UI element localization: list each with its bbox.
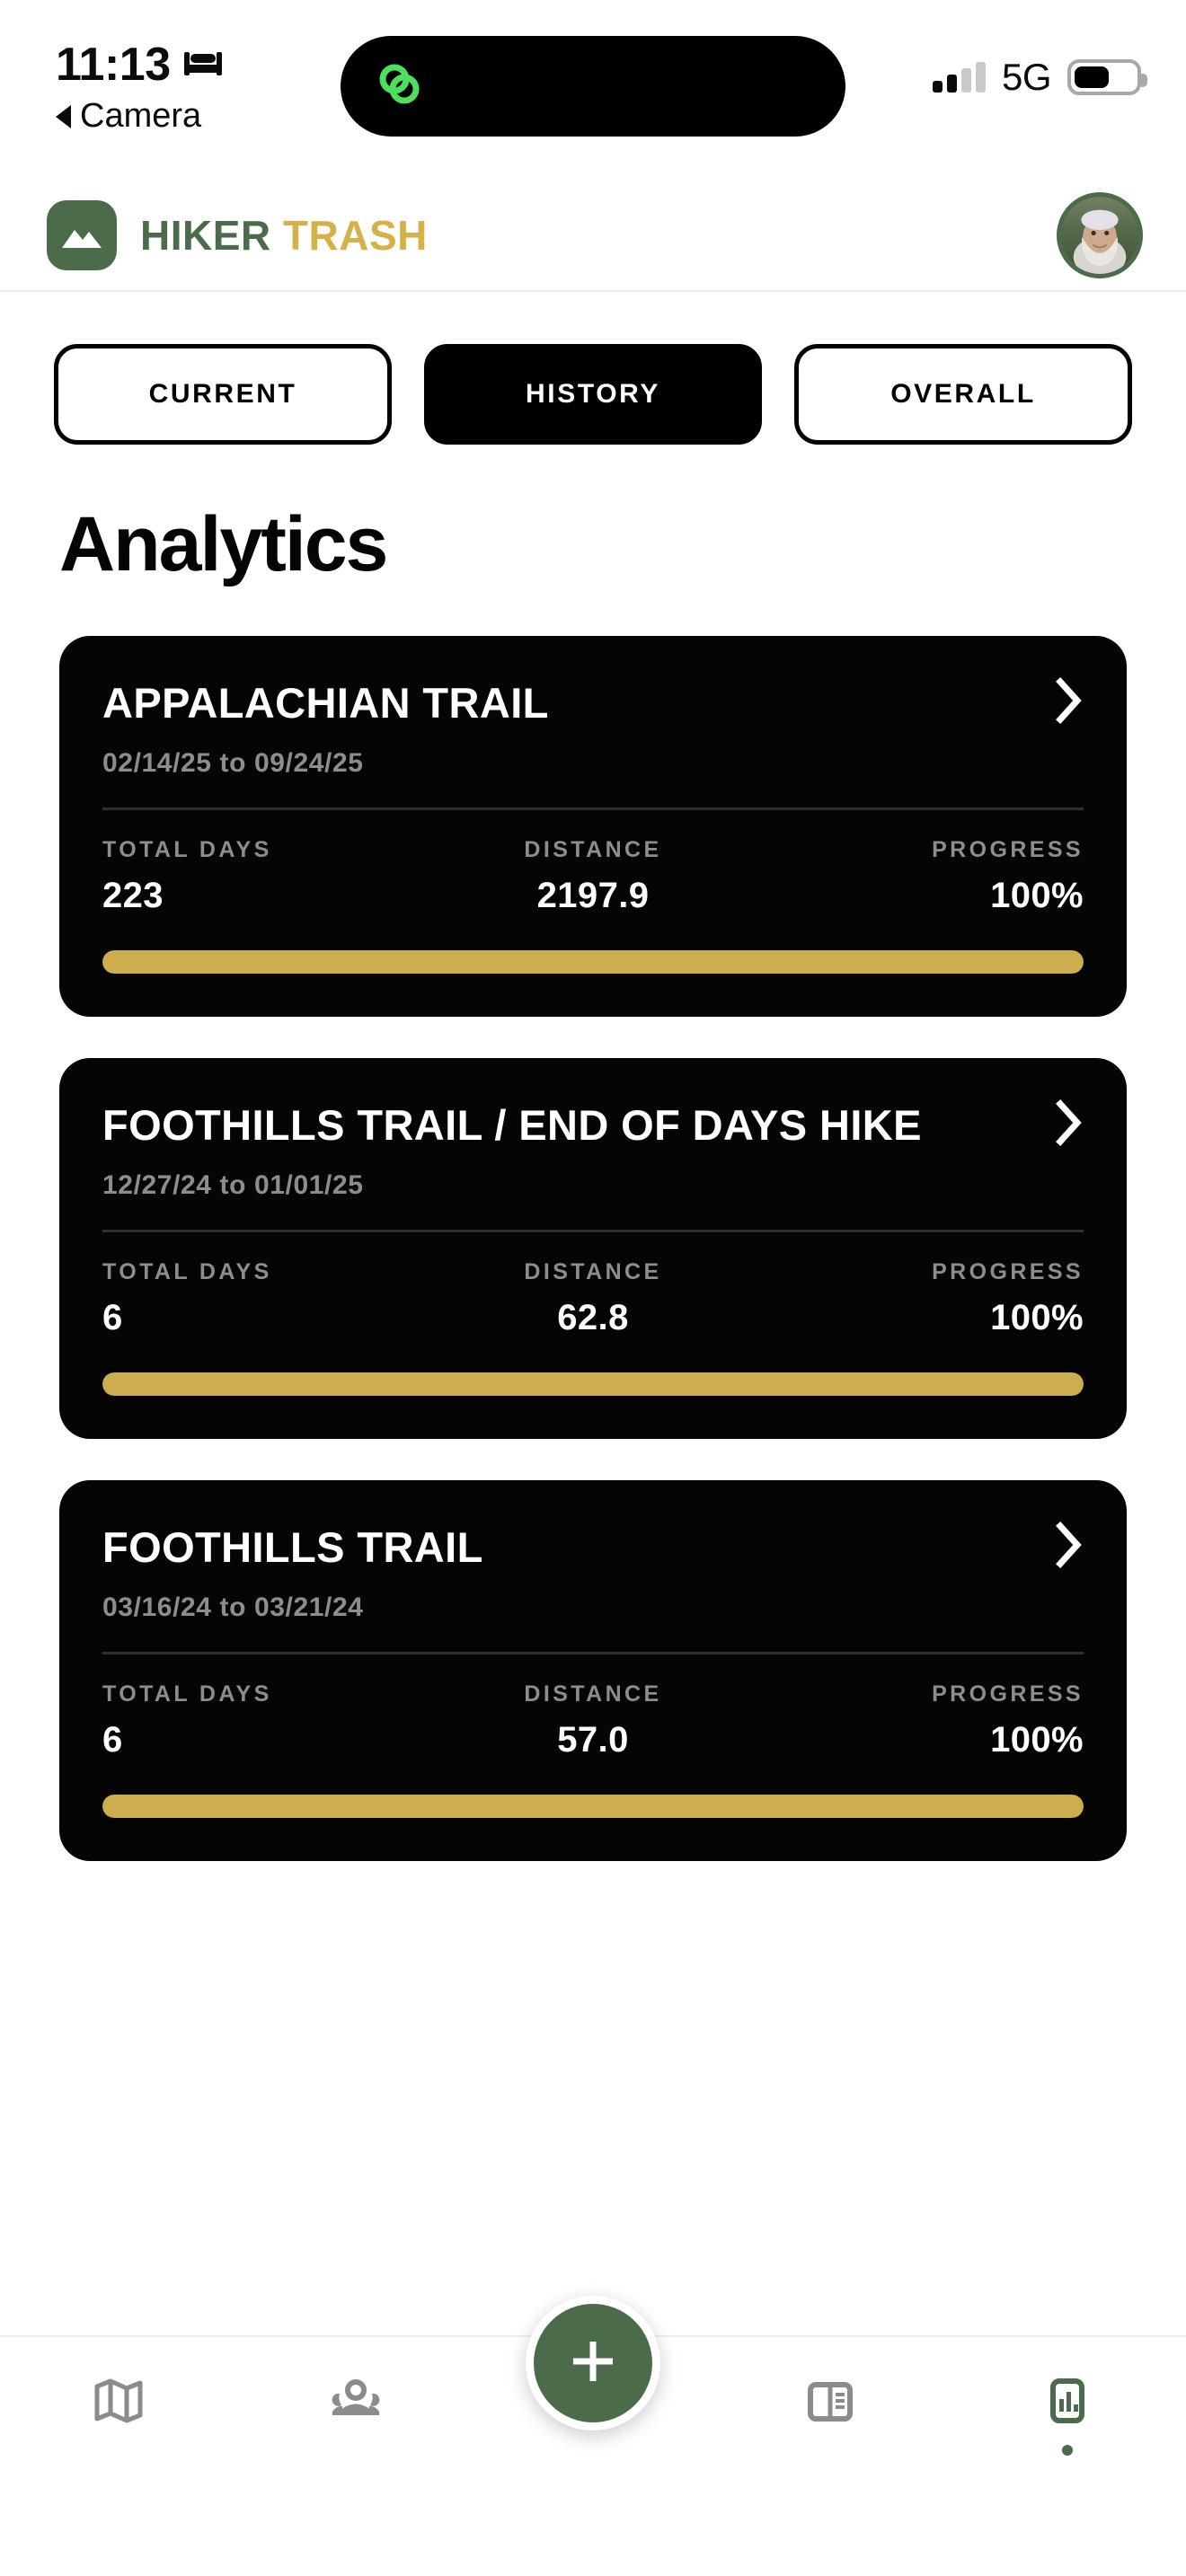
page-title: Analytics	[59, 501, 388, 587]
tab-overall[interactable]: OVERALL	[794, 344, 1132, 445]
bottom-navigation	[0, 2296, 1186, 2576]
trail-title: FOOTHILLS TRAIL	[102, 1522, 483, 1571]
trail-date-range: 12/27/24 to 01/01/25	[102, 1170, 364, 1200]
progress-bar-fill	[102, 1795, 1084, 1818]
stat-value-progress: 100%	[990, 876, 1084, 915]
map-icon	[90, 2372, 147, 2434]
trail-card[interactable]: FOOTHILLS TRAIL / END OF DAYS HIKE 12/27…	[59, 1058, 1127, 1439]
trail-date-range: 02/14/25 to 09/24/25	[102, 748, 364, 778]
bed-icon	[183, 49, 223, 82]
network-type-label: 5G	[1001, 56, 1052, 98]
mountain-icon	[47, 199, 117, 270]
status-bar-clock: 11:13	[56, 39, 171, 91]
chevron-right-icon[interactable]	[1053, 677, 1084, 728]
tab-current[interactable]: CURRENT	[54, 344, 392, 445]
avatar-photo	[1061, 196, 1138, 274]
stat-progress: PROGRESS 100%	[757, 1259, 1084, 1338]
status-bar-right: 5G	[932, 56, 1147, 99]
stat-value-total-days: 6	[102, 1720, 123, 1760]
stat-value-distance: 62.8	[557, 1298, 629, 1337]
progress-bar	[102, 950, 1084, 974]
back-triangle-icon	[56, 104, 71, 128]
stat-progress: PROGRESS 100%	[757, 1681, 1084, 1760]
trail-card-header: FOOTHILLS TRAIL / END OF DAYS HIKE	[102, 1099, 1084, 1151]
trail-title: APPALACHIAN TRAIL	[102, 678, 549, 727]
stat-value-progress: 100%	[990, 1720, 1084, 1760]
stat-label-distance: DISTANCE	[524, 1681, 662, 1707]
card-divider	[102, 1652, 1084, 1654]
chevron-right-icon[interactable]	[1053, 1099, 1084, 1151]
trail-stats-row: TOTAL DAYS 223 DISTANCE 2197.9 PROGRESS …	[102, 837, 1084, 916]
trail-card-list: APPALACHIAN TRAIL 02/14/25 to 09/24/25 T…	[0, 589, 1186, 1861]
trail-card-header: FOOTHILLS TRAIL	[102, 1522, 1084, 1573]
progress-bar-fill	[102, 1372, 1084, 1396]
stat-label-distance: DISTANCE	[524, 1259, 662, 1284]
progress-bar	[102, 1372, 1084, 1396]
trail-card[interactable]: APPALACHIAN TRAIL 02/14/25 to 09/24/25 T…	[59, 636, 1127, 1017]
plus-icon	[564, 2333, 622, 2395]
trail-card[interactable]: FOOTHILLS TRAIL 03/16/24 to 03/21/24 TOT…	[59, 1480, 1127, 1861]
stat-value-total-days: 6	[102, 1298, 123, 1337]
stat-distance: DISTANCE 62.8	[429, 1259, 757, 1338]
stat-label-progress: PROGRESS	[932, 837, 1084, 862]
stat-label-total-days: TOTAL DAYS	[102, 837, 272, 862]
back-label: Camera	[80, 97, 202, 135]
stat-total-days: TOTAL DAYS 223	[102, 837, 429, 916]
stat-value-distance: 2197.9	[536, 876, 650, 915]
stat-total-days: TOTAL DAYS 6	[102, 1259, 429, 1338]
avatar[interactable]	[1057, 191, 1143, 278]
nav-active-dot	[1062, 2444, 1073, 2456]
battery-icon	[1067, 59, 1147, 95]
status-bar: 11:13 Camera	[0, 0, 1186, 180]
brand-name: HIKER TRASH	[140, 211, 428, 260]
chevron-right-icon[interactable]	[1053, 1522, 1084, 1573]
stat-label-total-days: TOTAL DAYS	[102, 1259, 272, 1284]
add-button[interactable]	[526, 2296, 660, 2430]
dynamic-island[interactable]	[341, 36, 845, 137]
stat-distance: DISTANCE 2197.9	[429, 837, 757, 916]
nav-item-journal[interactable]	[712, 2372, 949, 2456]
nav-item-map[interactable]	[0, 2372, 237, 2456]
people-group-icon	[327, 2372, 385, 2434]
stat-label-distance: DISTANCE	[524, 837, 662, 862]
trail-title: FOOTHILLS TRAIL / END OF DAYS HIKE	[102, 1100, 922, 1149]
journal-icon	[801, 2372, 859, 2434]
card-divider	[102, 1230, 1084, 1232]
brand-logo-group[interactable]: HIKER TRASH	[47, 199, 428, 270]
status-bar-left: 11:13 Camera	[56, 38, 223, 136]
stat-progress: PROGRESS 100%	[757, 837, 1084, 916]
analytics-bar-chart-icon	[1039, 2372, 1096, 2434]
trail-stats-row: TOTAL DAYS 6 DISTANCE 62.8 PROGRESS 100%	[102, 1259, 1084, 1338]
stat-value-distance: 57.0	[557, 1720, 629, 1760]
stat-value-total-days: 223	[102, 876, 164, 915]
tab-history[interactable]: HISTORY	[424, 344, 762, 445]
bottom-nav-items	[0, 2337, 1186, 2490]
app-header: HIKER TRASH	[0, 180, 1186, 292]
trail-date-range: 03/16/24 to 03/21/24	[102, 1592, 364, 1622]
progress-bar-fill	[102, 950, 1084, 974]
linked-rings-icon	[375, 59, 425, 114]
stat-value-progress: 100%	[990, 1298, 1084, 1337]
nav-item-analytics[interactable]	[949, 2372, 1186, 2456]
segmented-tabs: CURRENT HISTORY OVERALL	[0, 292, 1186, 445]
brand-word-trash: TRASH	[282, 211, 428, 259]
signal-strength-icon	[932, 62, 986, 93]
stat-label-progress: PROGRESS	[932, 1259, 1084, 1284]
trail-card-header: APPALACHIAN TRAIL	[102, 677, 1084, 728]
nav-item-community[interactable]	[237, 2372, 474, 2456]
card-divider	[102, 807, 1084, 810]
progress-bar	[102, 1795, 1084, 1818]
stat-distance: DISTANCE 57.0	[429, 1681, 757, 1760]
brand-word-hiker: HIKER	[140, 211, 271, 259]
stat-label-progress: PROGRESS	[932, 1681, 1084, 1707]
stat-total-days: TOTAL DAYS 6	[102, 1681, 429, 1760]
trail-stats-row: TOTAL DAYS 6 DISTANCE 57.0 PROGRESS 100%	[102, 1681, 1084, 1760]
back-to-camera-button[interactable]: Camera	[56, 97, 223, 136]
stat-label-total-days: TOTAL DAYS	[102, 1681, 272, 1707]
